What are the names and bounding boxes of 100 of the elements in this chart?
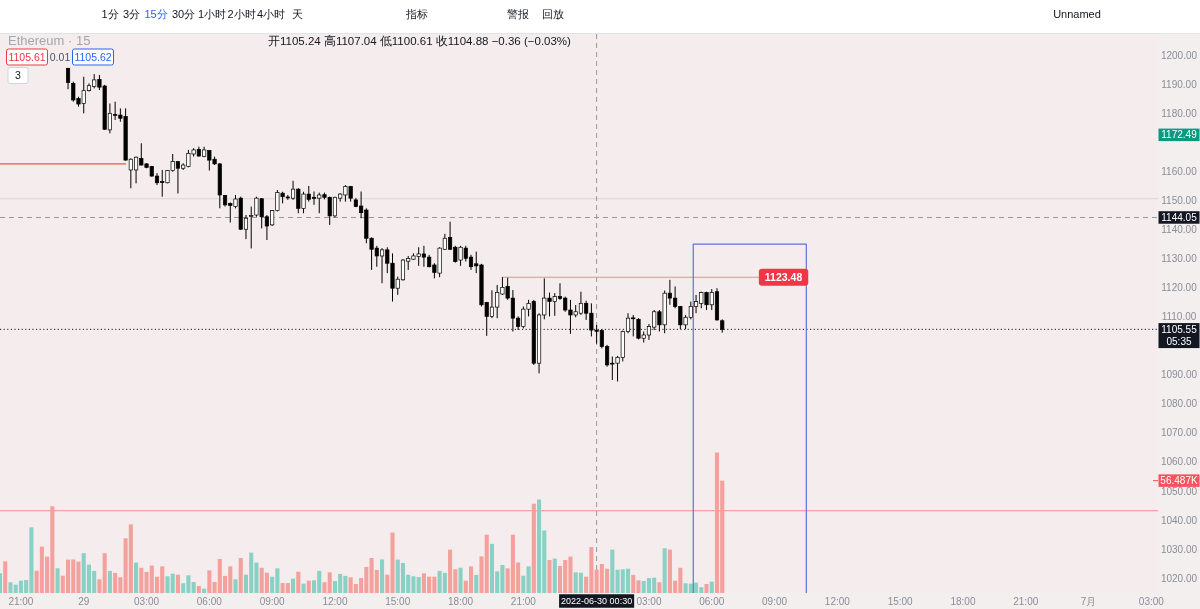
x-tick-label: 03:00 [1138, 596, 1165, 607]
text: 1小时 [197, 8, 227, 20]
ref-line-label: 1105.55 05:35 [1161, 323, 1198, 348]
bar [400, 562, 406, 593]
bar [3, 561, 8, 593]
text: 30分 [171, 8, 196, 20]
y-tick-label: 1130.00 [1161, 253, 1198, 265]
annotation: 0.01 [49, 51, 71, 63]
bar [233, 579, 238, 593]
y-tick-label: 1160.00 [1161, 165, 1198, 177]
y-tick-label: 1150.00 [1161, 194, 1198, 206]
y-tick-label: 1080.00 [1160, 398, 1198, 410]
text: 4小时 [256, 8, 286, 20]
bar [458, 567, 463, 593]
y-tick-label: 1140.00 [1161, 224, 1198, 236]
bar [107, 570, 112, 593]
bar [55, 568, 60, 593]
text: 1分 [101, 8, 119, 20]
bar [578, 572, 583, 593]
text: 15分 [144, 8, 168, 20]
bar [113, 572, 118, 593]
x-tick-label: 18:00 [448, 596, 474, 607]
text: 3分 [122, 8, 141, 20]
x-tick-label: 03:00 [636, 596, 662, 607]
y-tick-label: 1030.00 [1160, 543, 1198, 555]
text: 天 [291, 8, 303, 20]
bar [531, 503, 536, 593]
bar [662, 548, 667, 593]
chart-title: Ethereum · 15 [8, 33, 91, 48]
bar [714, 452, 720, 593]
bar [238, 557, 243, 593]
bar [296, 571, 301, 593]
bar [552, 558, 557, 593]
bar [448, 549, 453, 593]
x-tick-label: 06:00 [196, 596, 223, 607]
bar [474, 574, 479, 593]
annotation: 1105.61 [8, 50, 46, 63]
bar [97, 579, 102, 593]
y-tick-label: 1180.00 [1161, 107, 1198, 119]
x-tick-label: 12:00 [824, 596, 851, 607]
x-tick-label: 21:00 [1013, 596, 1039, 607]
y-tick-label: 1090.00 [1160, 369, 1198, 381]
x-tick-label: 09:00 [259, 596, 286, 607]
y-tick-label: 1200.00 [1160, 49, 1198, 61]
bar [416, 577, 421, 593]
y-tick-label: 1190.00 [1161, 78, 1198, 90]
x-tick-label: 21:00 [8, 596, 34, 607]
bar [468, 566, 474, 593]
y-tick-label: 1050.00 [1160, 485, 1198, 497]
text: 指标 [405, 8, 428, 20]
bar [442, 572, 447, 593]
ref-line-label: 1144.05 [1161, 212, 1198, 224]
text: 回放 [542, 8, 564, 20]
x-tick-label: 03:00 [134, 596, 160, 607]
bar [526, 566, 531, 593]
bar [301, 583, 306, 593]
y-tick-label: 1120.00 [1161, 282, 1198, 294]
x-tick-label: 21:00 [510, 596, 537, 607]
bar [134, 562, 139, 593]
ref-line-label: 2022-06-30 00:30 [561, 596, 633, 607]
bar [128, 524, 133, 593]
y-tick-label: 1070.00 [1160, 427, 1198, 439]
bar [0, 573, 3, 593]
bar [625, 568, 631, 593]
x-tick-label: 06:00 [699, 596, 725, 607]
y-tick-label: 1060.00 [1160, 456, 1198, 468]
bar [547, 559, 552, 593]
bar [191, 582, 196, 593]
bar [175, 574, 180, 593]
annotation: 开1105.24 高1107.04 低1100.61 收1104.88 −0.36 (−0.03%) [268, 34, 572, 47]
bar [306, 580, 311, 593]
x-tick-label: 18:00 [950, 596, 976, 607]
y-tick-label: 1110.00 [1161, 311, 1197, 323]
bar [285, 583, 290, 593]
bar [657, 582, 662, 593]
x-tick-label: 15:00 [385, 596, 411, 607]
text: 警报 [507, 8, 529, 20]
bar [521, 575, 526, 593]
x-tick-label: 09:00 [762, 596, 788, 607]
bar [264, 572, 269, 593]
bar [291, 578, 296, 593]
bar [709, 581, 714, 593]
x-tick-label: 29 [78, 596, 90, 607]
annotation: 3 [15, 69, 22, 82]
y2-tick-label: 56.487K [1160, 475, 1198, 487]
bar [65, 559, 71, 593]
bar [207, 570, 212, 593]
bar [102, 553, 107, 593]
annotation: 1123.48 [764, 271, 803, 284]
y-tick-label: 1020.00 [1160, 572, 1198, 584]
bar [537, 499, 542, 593]
text: 2小时 [227, 8, 256, 20]
annotation: 1105.62 [74, 50, 112, 63]
x-tick-label: 12:00 [322, 596, 348, 607]
bar [704, 584, 709, 593]
bar [196, 586, 201, 593]
bar [610, 549, 615, 593]
x-tick-label: 7月 [1080, 596, 1097, 607]
y-tick-label: 1040.00 [1160, 514, 1198, 526]
x-tick-label: 15:00 [887, 596, 914, 607]
